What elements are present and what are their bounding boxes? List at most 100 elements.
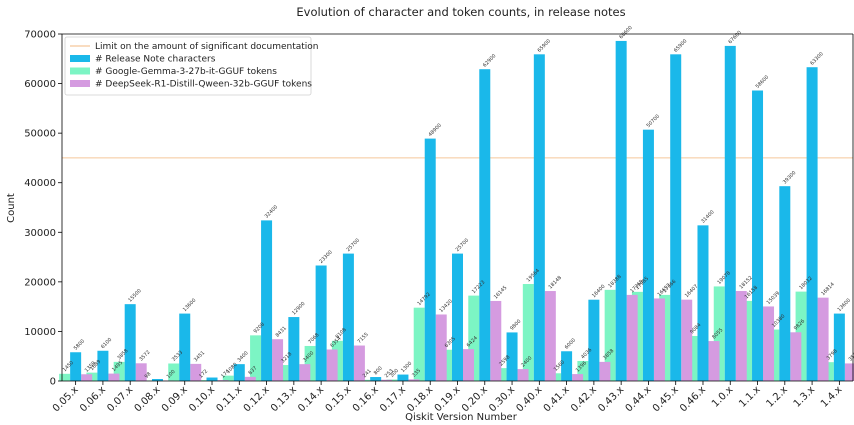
bar-series-2 xyxy=(604,289,616,381)
x-tick-label: 0.12.x xyxy=(242,384,272,414)
bar-value-label: 3544 xyxy=(848,350,854,363)
bar-value-label: 6000 xyxy=(564,337,577,350)
bar-series-3 xyxy=(463,349,474,381)
bar-value-label: 63300 xyxy=(809,51,824,66)
bar-series-2 xyxy=(113,361,125,381)
bar-value-label: 6100 xyxy=(100,337,113,350)
bar-series-3 xyxy=(653,298,665,381)
bar-series-2 xyxy=(413,307,425,381)
bar-value-label: 5800 xyxy=(73,338,86,351)
bar-value-label: 335 xyxy=(411,368,422,379)
x-tick-label: 0.41.x xyxy=(542,384,572,414)
y-tick-label: 20000 xyxy=(24,277,56,288)
bar-value-label: 31400 xyxy=(700,209,715,224)
bar-series-1 xyxy=(424,138,436,381)
bar-series-1 xyxy=(697,225,709,381)
bar-value-label: 8431 xyxy=(275,325,288,338)
x-tick-label: 0.46.x xyxy=(678,384,708,414)
bar-series-3 xyxy=(244,376,256,381)
y-tick-label: 70000 xyxy=(24,30,56,41)
bar-series-3 xyxy=(435,314,447,381)
x-tick-label: 0.07.x xyxy=(105,384,135,414)
x-tick-label: 0.20.x xyxy=(460,384,490,414)
legend-swatch xyxy=(70,55,90,62)
bar-series-2 xyxy=(713,286,725,381)
bar-series-3 xyxy=(817,297,829,381)
x-tick-label: 0.15.x xyxy=(324,384,354,414)
bar-series-3 xyxy=(572,374,584,381)
bar-value-label: 16814 xyxy=(820,282,835,297)
bar-series-3 xyxy=(135,363,147,381)
bar-value-label: 48900 xyxy=(427,123,442,138)
x-tick-label: 0.17.x xyxy=(378,384,408,414)
y-tick-label: 60000 xyxy=(24,79,56,90)
x-tick-label: 0.09.x xyxy=(160,384,190,414)
bar-value-label: 800 xyxy=(373,365,384,376)
bar-value-label: 1300 xyxy=(400,361,413,374)
bar-value-label: 65900 xyxy=(673,38,688,53)
bar-series-1 xyxy=(533,54,545,381)
bar-series-1 xyxy=(452,253,463,381)
bar-series-3 xyxy=(108,373,120,381)
legend-swatch xyxy=(70,67,90,75)
bar-series-3 xyxy=(681,299,693,381)
bar-series-1 xyxy=(315,265,327,381)
bar-series-1 xyxy=(124,304,136,381)
bar-value-label: 16145 xyxy=(493,285,508,300)
bar-value-label: 172 xyxy=(198,369,209,380)
bar-series-3 xyxy=(490,300,502,381)
x-tick-label: 1.2.x xyxy=(764,384,790,410)
x-tick-label: 1.3.x xyxy=(792,384,818,410)
x-tick-label: 0.11.x xyxy=(214,384,244,414)
x-tick-label: 0.08.x xyxy=(133,384,163,414)
bar-series-1 xyxy=(70,352,82,381)
bar-series-3 xyxy=(190,363,202,381)
bar-series-3 xyxy=(408,379,420,381)
bar-value-label: 3400 xyxy=(236,350,249,363)
legend-label: Limit on the amount of significant docum… xyxy=(95,42,319,52)
bar-value-label: 25700 xyxy=(346,238,361,253)
bar-series-1 xyxy=(588,299,600,381)
bar-series-1 xyxy=(261,220,273,381)
bar-series-2 xyxy=(250,335,262,381)
bar-series-3 xyxy=(599,361,611,381)
bar-series-3 xyxy=(544,291,556,381)
bar-series-1 xyxy=(179,313,191,381)
bar-series-2 xyxy=(577,360,589,381)
bar-series-3 xyxy=(844,363,854,381)
bar-series-3 xyxy=(299,364,311,381)
legend-label: # Release Note characters xyxy=(95,55,216,65)
bar-value-label: 7155 xyxy=(357,332,370,345)
bar-series-1 xyxy=(370,377,382,381)
x-tick-label: 0.06.x xyxy=(78,384,108,414)
bar-value-label: 9800 xyxy=(509,319,522,332)
bar-series-3 xyxy=(626,294,638,381)
x-tick-label: 0.16.x xyxy=(351,384,381,414)
bar-value-label: 837 xyxy=(247,365,258,376)
bar-series-1 xyxy=(233,364,245,381)
bar-value-label: 253 xyxy=(384,368,395,379)
bar-value-label: 25700 xyxy=(455,238,470,253)
y-tick-label: 30000 xyxy=(24,228,56,239)
bar-value-label: 16400 xyxy=(591,284,606,299)
bar-value-label: 174 xyxy=(220,369,231,380)
bar-value-label: 23300 xyxy=(318,249,333,264)
x-axis: 0.05.x0.06.x0.07.x0.08.x0.09.x0.10.x0.11… xyxy=(51,380,853,414)
bar-series-2 xyxy=(168,363,180,381)
y-axis: 0 10000 20000 30000 40000 50000 60000 70000 xyxy=(24,30,854,388)
bar-series-3 xyxy=(326,349,338,381)
bar-value-label: 68600 xyxy=(618,25,633,40)
bar-series-2 xyxy=(468,295,480,381)
bar-value-label: 16407 xyxy=(684,284,699,299)
bar-value-label: 65900 xyxy=(537,38,552,53)
bar-series-3 xyxy=(790,332,802,381)
x-axis-title: Qiskit Version Number xyxy=(405,412,518,423)
bar-value-label: 32400 xyxy=(264,204,279,219)
legend-swatch xyxy=(70,80,90,87)
bar-value-label: 15500 xyxy=(127,288,142,303)
x-tick-label: 1.4.x xyxy=(819,384,845,410)
bar-value-label: 241 xyxy=(362,368,373,379)
legend-label: # DeepSeek-R1-Distill-Qween-32b-GGUF tok… xyxy=(95,80,312,90)
bar-value-label: 300 xyxy=(389,368,400,379)
bar-value-label: 39300 xyxy=(782,170,797,185)
